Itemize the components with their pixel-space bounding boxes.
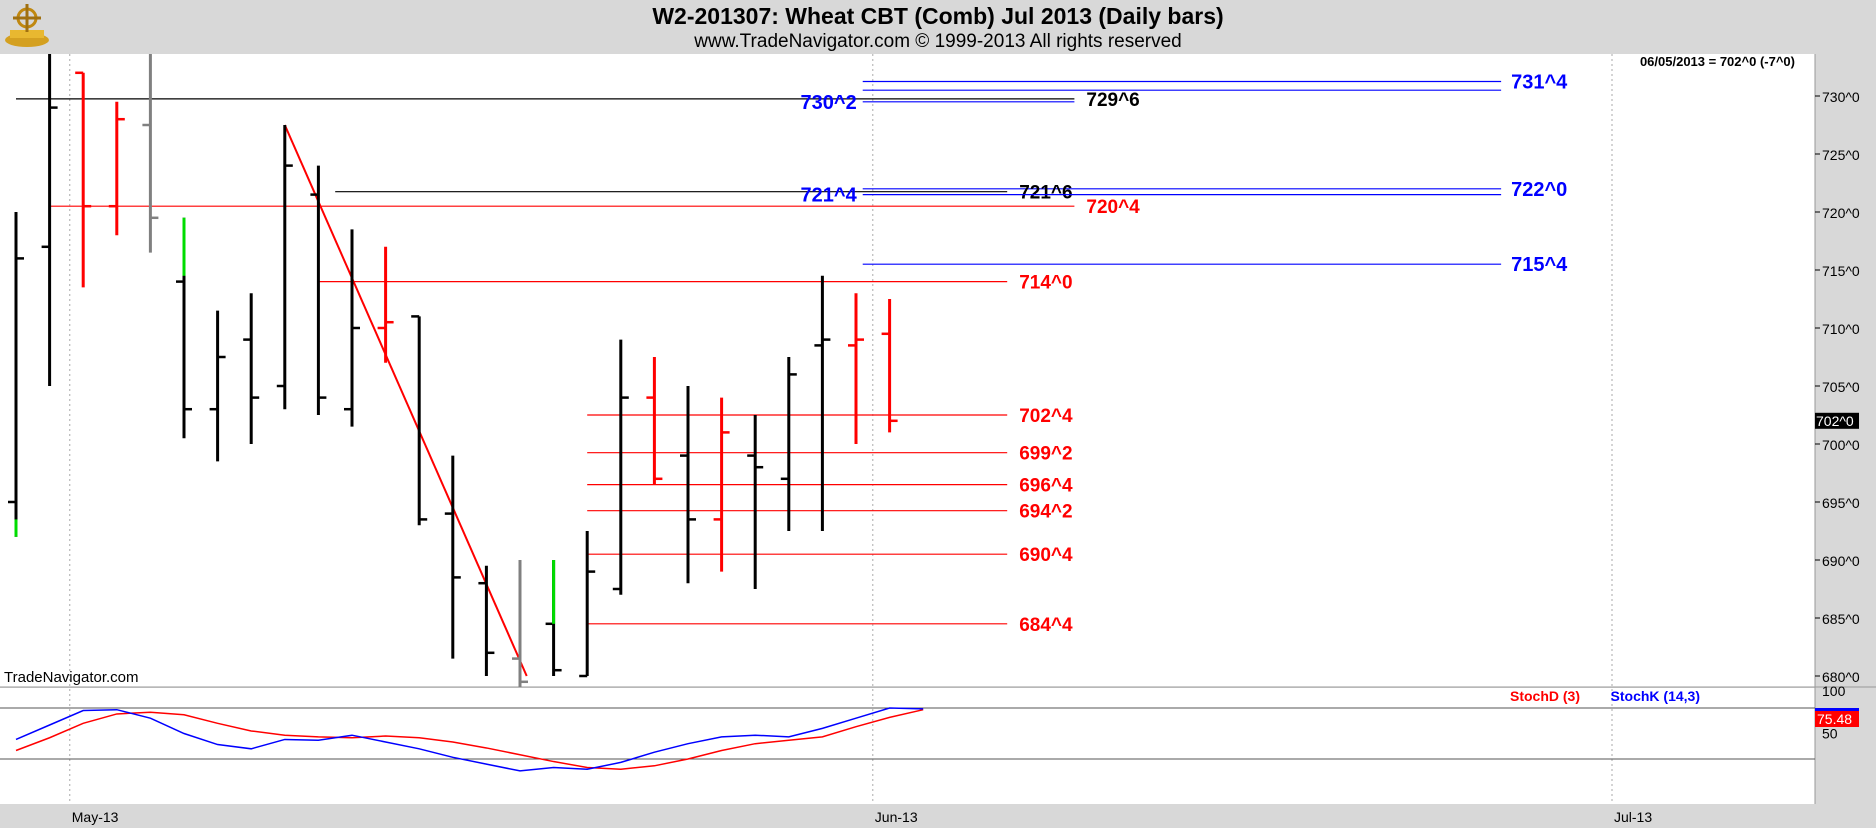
- level-label: 715^4: [1511, 254, 1568, 276]
- price-tick-label: 685^0: [1822, 611, 1860, 627]
- stoch-value-badge: [1815, 711, 1859, 727]
- x-axis-label: Jul-13: [1614, 809, 1652, 825]
- ohlc-bar: [344, 229, 360, 427]
- ohlc-bar: [680, 386, 696, 584]
- ohlc-bar: [310, 165, 327, 415]
- level-label: 699^2: [1019, 444, 1072, 465]
- level-label: 714^0: [1019, 273, 1072, 294]
- watermark: TradeNavigator.com: [4, 669, 139, 686]
- ohlc-bar: [612, 339, 629, 595]
- price-tick-label: 680^0: [1822, 669, 1860, 685]
- ohlc-bar: [75, 71, 92, 288]
- level-label: 702^4: [1019, 406, 1073, 427]
- level-label: 729^6: [1086, 90, 1139, 111]
- ohlc-bar: [713, 397, 730, 572]
- chart-header: W2-201307: Wheat CBT (Comb) Jul 2013 (Da…: [0, 0, 1876, 54]
- quote-label: 06/05/2013 = 702^0 (-7^0): [1640, 54, 1795, 69]
- stoch-value-badge-top: [1815, 708, 1859, 711]
- ohlc-bar: [276, 125, 293, 410]
- ohlc-bar: [478, 565, 495, 676]
- stoch-series-line: [15, 708, 924, 770]
- stoch-value-label: 75.48: [1817, 711, 1852, 727]
- ohlc-bar: [848, 293, 864, 444]
- ohlc-bar: [377, 246, 394, 363]
- ohlc-bar: [881, 299, 898, 433]
- axis-strip-bg: [1815, 54, 1876, 804]
- ohlc-bar: [579, 531, 596, 678]
- level-label: 721^4: [801, 185, 858, 207]
- ohlc-bar: [411, 315, 428, 526]
- price-panel-bg: [0, 54, 1815, 687]
- legend-stochd: StochD (3): [1510, 688, 1580, 704]
- price-tick-label: 725^0: [1822, 147, 1860, 163]
- ohlc-bar: [444, 455, 461, 659]
- ohlc-bar: [41, 54, 58, 386]
- level-label: 731^4: [1511, 72, 1568, 94]
- level-label: 694^2: [1019, 502, 1072, 523]
- price-tick-label: 715^0: [1822, 263, 1860, 279]
- x-axis-label: Jun-13: [875, 809, 918, 825]
- stoch-tick-label: 100: [1822, 683, 1846, 699]
- ohlc-bar: [8, 212, 24, 537]
- chart-title: W2-201307: Wheat CBT (Comb) Jul 2013 (Da…: [652, 3, 1224, 29]
- trade-navigator-logo: [2, 2, 52, 52]
- legend-stochk: StochK (14,3): [1611, 688, 1700, 704]
- ohlc-bar: [142, 54, 159, 253]
- level-label: 696^4: [1019, 476, 1073, 497]
- level-label: 720^4: [1086, 197, 1140, 218]
- ohlc-bar: [814, 275, 831, 531]
- price-tick-label: 710^0: [1822, 321, 1860, 337]
- ohlc-bar: [512, 560, 528, 687]
- price-tick-label: 720^0: [1822, 205, 1860, 221]
- ohlc-bar: [646, 357, 663, 485]
- price-tick-label: 700^0: [1822, 437, 1860, 453]
- price-tick-label: 690^0: [1822, 553, 1860, 569]
- ohlc-bar: [243, 293, 260, 444]
- copyright-notice: www.TradeNavigator.com © 1999-2013 All r…: [694, 31, 1182, 52]
- level-label: 722^0: [1511, 179, 1567, 201]
- stoch-series-line: [15, 707, 924, 772]
- current-price-badge: [1815, 412, 1859, 429]
- x-axis-label: May-13: [72, 809, 119, 825]
- ohlc-bar: [108, 101, 125, 236]
- ohlc-bar: [209, 310, 226, 462]
- stoch-panel-bg: [0, 688, 1815, 804]
- price-tick-label: 730^0: [1822, 89, 1860, 105]
- level-label: 721^6: [1019, 183, 1072, 204]
- ohlc-bar: [747, 415, 764, 589]
- current-price-label: 702^0: [1816, 413, 1854, 429]
- level-label: 684^4: [1019, 615, 1073, 636]
- price-tick-label: 705^0: [1822, 379, 1860, 395]
- price-tick-label: 695^0: [1822, 495, 1860, 511]
- level-label: 690^4: [1019, 545, 1073, 566]
- level-label: 730^2: [801, 92, 857, 114]
- ohlc-bar: [780, 357, 797, 531]
- stoch-tick-label: 50: [1822, 726, 1838, 742]
